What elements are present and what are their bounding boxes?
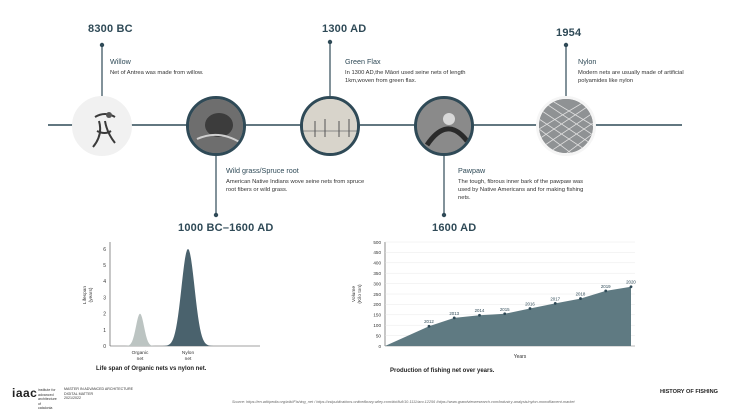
y-tick-label: 5 <box>103 263 106 269</box>
y-tick-label: 2 <box>103 312 106 318</box>
data-label: 2020 <box>626 280 636 285</box>
year-label: 1300 AD <box>322 23 367 35</box>
data-point <box>579 297 582 300</box>
production-chart-caption: Production of fishing net over years. <box>390 368 495 374</box>
x-category-label: net <box>137 356 144 362</box>
y-tick-label: 500 <box>373 240 381 245</box>
data-point <box>604 289 608 293</box>
year-label: 8300 BC <box>88 23 133 35</box>
logo-subtitle: institute for advanced architecture of c… <box>38 388 57 411</box>
program-name: MASTER IN ADVANCED ARCHITECTURE DIGITAL … <box>64 387 133 401</box>
pawpaw-net-image <box>414 96 474 156</box>
y-tick-label: 250 <box>373 292 381 297</box>
data-label: 2017 <box>550 296 560 301</box>
page-title: HISTORY OF FISHING <box>659 389 718 395</box>
data-point <box>452 316 456 320</box>
era-description: Modern nets are usually made of artifici… <box>578 70 684 84</box>
y-tick-label: 3 <box>103 295 106 301</box>
green-flax-fishing-image <box>300 96 360 156</box>
y-tick-label: 4 <box>103 279 106 285</box>
y-axis-label: Volume <box>351 286 357 302</box>
era-title: Willow <box>110 57 131 66</box>
data-label: 2014 <box>475 308 485 313</box>
data-point <box>503 312 507 316</box>
lifespan-peak <box>114 313 166 346</box>
data-point <box>528 307 532 310</box>
data-point <box>478 313 481 317</box>
iaac-logo: iaac <box>12 386 38 400</box>
program-text: MASTER IN ADVANCED ARCHITECTURE <box>64 387 134 391</box>
production-chart: 0 50 100 150 200 250 300 350 400 450 500 Volume (Kil… <box>351 240 636 360</box>
data-label: 2013 <box>449 311 459 316</box>
y-axis-label: Lifespan <box>82 286 88 304</box>
y-tick-label: 0 <box>103 344 106 350</box>
x-axis-label: Years <box>514 354 527 360</box>
term-text: 2021/2022 <box>64 396 81 401</box>
data-label: 2018 <box>576 292 586 297</box>
y-tick-label: 100 <box>373 323 381 328</box>
x-category-label: Organic <box>132 350 149 356</box>
era-title: Green Flax <box>345 57 381 66</box>
era-title: Nylon <box>578 57 597 66</box>
x-category-label: net <box>185 356 192 362</box>
y-tick-label: 150 <box>373 313 381 318</box>
spruce-root-net-image <box>186 96 246 156</box>
year-label: 1000 BC–1600 AD <box>178 222 274 234</box>
era-title: Pawpaw <box>458 166 486 175</box>
data-label: 2012 <box>424 319 434 324</box>
lifespan-chart-caption: Life span of Organic nets vs nylon net. <box>96 366 207 372</box>
year-label: 1600 AD <box>432 222 477 234</box>
data-label: 2015 <box>500 307 510 312</box>
y-tick-label: 0 <box>378 344 381 349</box>
y-tick-label: 6 <box>103 247 106 253</box>
data-label: 2019 <box>601 284 611 289</box>
nylon-net-image <box>536 96 596 156</box>
era-description: In 1300 AD,the Māori used seine nets of … <box>345 70 466 84</box>
willow-artifact-image <box>72 96 132 156</box>
x-category-label: Nylon <box>182 350 195 356</box>
data-point <box>553 301 557 305</box>
data-point <box>629 285 633 289</box>
lifespan-peak <box>162 248 214 346</box>
source-text: Source: https://en.wikipedia.org/wiki/Fi… <box>232 400 575 404</box>
course-text: DIGITAL MATTER <box>64 391 94 396</box>
year-label: 1954 <box>556 27 582 39</box>
y-axis-label: (Kilo ton) <box>357 284 363 304</box>
era-description: Net of Antrea was made from willow. <box>110 70 204 76</box>
y-tick-label: 400 <box>373 261 381 266</box>
y-axis-label: (years) <box>88 287 94 302</box>
y-tick-label: 300 <box>373 281 381 286</box>
data-point <box>427 324 431 328</box>
y-tick-label: 50 <box>376 333 382 338</box>
y-tick-label: 350 <box>373 271 381 276</box>
y-tick-label: 450 <box>373 250 381 255</box>
production-area <box>385 286 631 346</box>
era-description: American Native Indians wove seine nets … <box>226 179 365 193</box>
y-tick-label: 1 <box>103 328 106 334</box>
era-title: Wild grass/Spruce root <box>226 166 299 175</box>
data-label: 2016 <box>525 302 535 307</box>
era-description: The tough, fibrous inner bark of the paw… <box>458 179 584 201</box>
y-tick-label: 200 <box>373 302 381 307</box>
